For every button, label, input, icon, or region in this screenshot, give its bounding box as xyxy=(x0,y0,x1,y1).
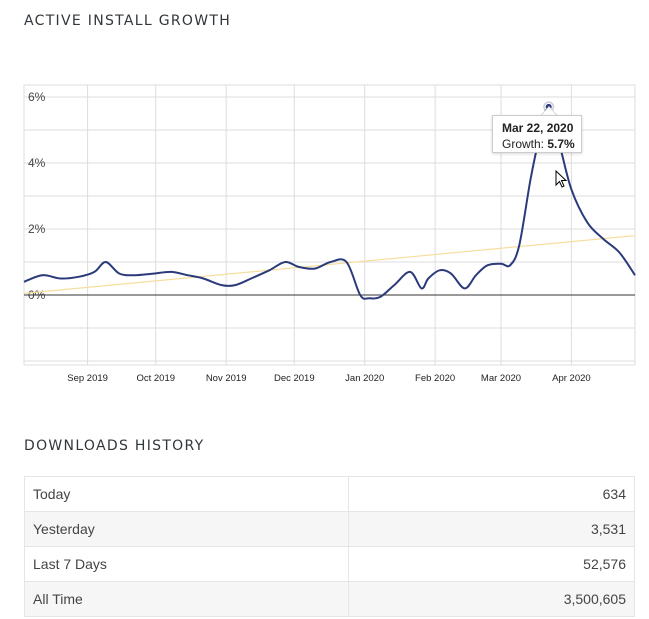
row-label: All Time xyxy=(24,581,349,617)
row-label: Yesterday xyxy=(24,511,349,547)
x-tick-label: Dec 2019 xyxy=(274,373,315,384)
row-value: 634 xyxy=(348,476,635,512)
chart-tooltip: Mar 22, 2020 Growth: 5.7% xyxy=(492,115,582,153)
x-tick-label: Jan 2020 xyxy=(345,373,384,384)
x-tick-label: Mar 2020 xyxy=(481,373,521,384)
row-label: Last 7 Days xyxy=(24,546,349,582)
x-tick-label: Sep 2019 xyxy=(67,373,108,384)
table-row: Last 7 Days 52,576 xyxy=(24,546,635,582)
tooltip-date: Mar 22, 2020 xyxy=(502,121,574,135)
y-tick-label: 6% xyxy=(28,90,46,104)
x-tick-label: Feb 2020 xyxy=(415,373,455,384)
trend-line xyxy=(23,235,636,294)
x-tick-label: Apr 2020 xyxy=(552,373,591,384)
x-tick-label: Nov 2019 xyxy=(206,373,247,384)
growth-chart[interactable]: Sep 2019 Oct 2019 Nov 2019 Dec 2019 Jan 2020… xyxy=(0,75,649,395)
tooltip-value: 5.7% xyxy=(547,137,575,151)
row-label: Today xyxy=(24,476,349,512)
tooltip-arrow-inner xyxy=(541,107,557,116)
table-row: All Time 3,500,605 xyxy=(24,581,635,617)
x-tick-label: Oct 2019 xyxy=(136,373,175,384)
table-row: Today 634 xyxy=(24,476,635,512)
table-row: Yesterday 3,531 xyxy=(24,511,635,547)
row-value: 3,531 xyxy=(348,511,635,547)
tooltip-label: Growth: xyxy=(502,137,545,151)
y-tick-label: 2% xyxy=(28,222,46,236)
downloads-section-title: DOWNLOADS HISTORY xyxy=(24,438,205,454)
row-value: 52,576 xyxy=(348,546,635,582)
growth-chart-svg[interactable]: Sep 2019 Oct 2019 Nov 2019 Dec 2019 Jan 2020… xyxy=(0,75,649,395)
mouse-cursor-icon xyxy=(555,170,568,188)
growth-section-title: ACTIVE INSTALL GROWTH xyxy=(24,13,232,29)
y-tick-label: 4% xyxy=(28,156,46,170)
row-value: 3,500,605 xyxy=(348,581,635,617)
downloads-history-table: Today 634 Yesterday 3,531 Last 7 Days 52… xyxy=(24,476,635,617)
